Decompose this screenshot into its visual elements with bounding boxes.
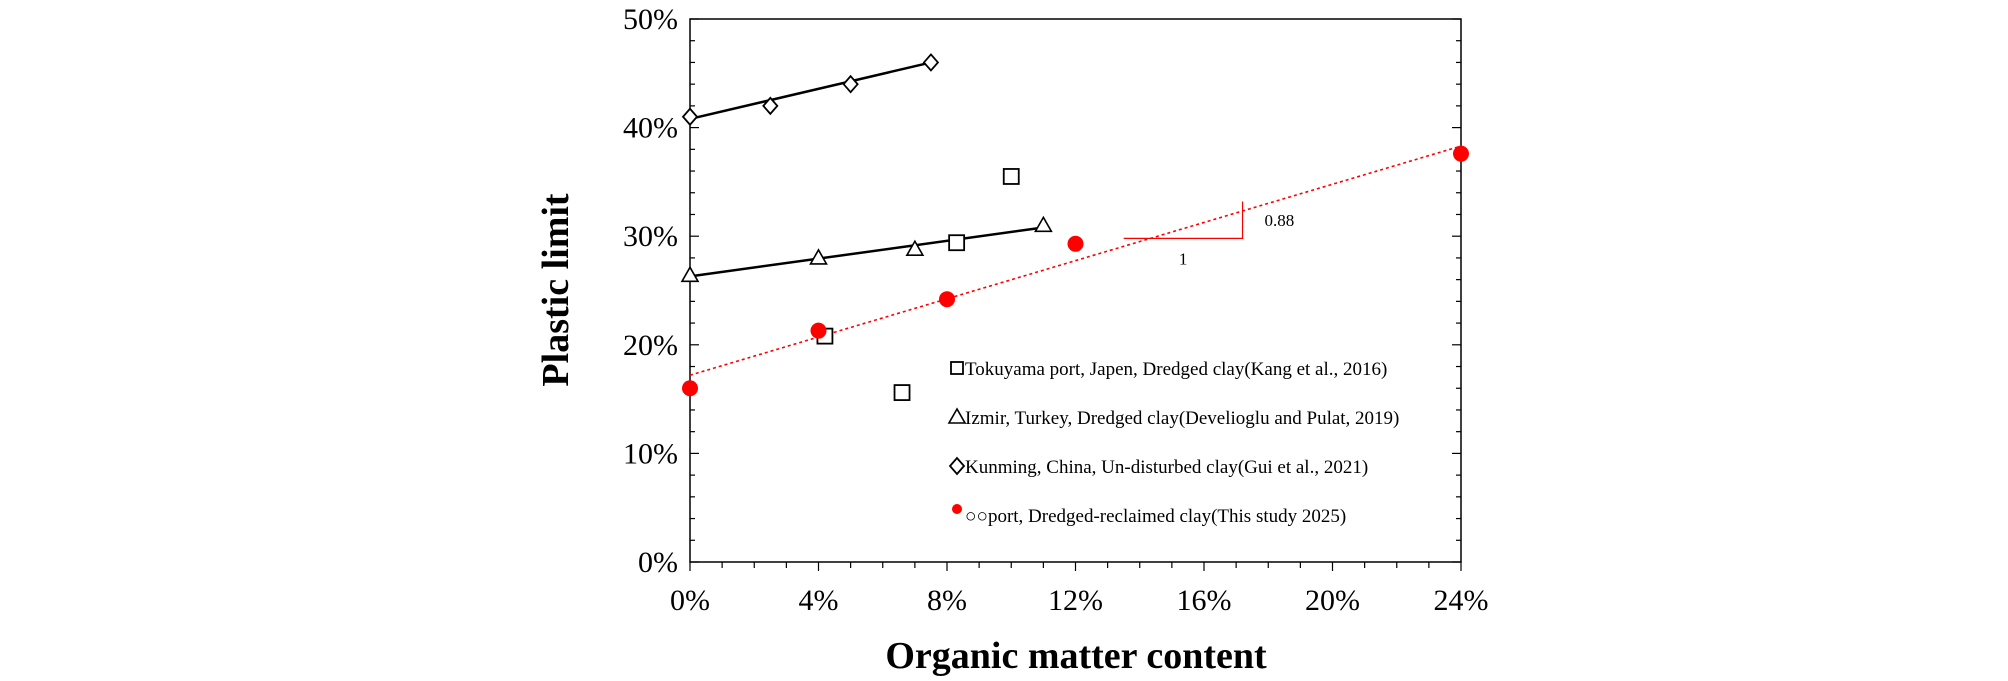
- data-point-series-3: [810, 322, 827, 339]
- data-point-series-3: [939, 291, 955, 308]
- legend: Tokuyama port, Japen, Dredged clay(Kang …: [947, 359, 1399, 527]
- data-point-series-1: [809, 248, 828, 265]
- data-point-series-3: [1067, 235, 1084, 252]
- x-axis-ticks: [689, 562, 1462, 571]
- data-point-series-3: [682, 380, 698, 397]
- data-point-series-0: [1002, 168, 1020, 185]
- slope-triangle: [1123, 201, 1244, 239]
- data-point-series-1: [1033, 215, 1053, 233]
- y-tick-label: 40%: [623, 112, 678, 145]
- data-point-series-2: [681, 107, 699, 127]
- y-axis-ticks: [690, 18, 1461, 563]
- legend-item: Kunming, China, Un-disturbed clay(Gui et…: [948, 456, 1368, 478]
- trendline-2: [689, 61, 932, 121]
- y-tick-label: 10%: [623, 437, 678, 470]
- x-tick-label: 24%: [1434, 584, 1489, 617]
- x-axis-tick-labels: 0% 4% 8% 12% 16% 20% 24%: [670, 584, 1489, 617]
- legend-item: Tokuyama port, Japen, Dredged clay(Kang …: [950, 359, 1387, 380]
- y-axis-tick-labels: 0% 10% 20% 30% 40% 50%: [623, 3, 678, 579]
- legend-label: Tokuyama port, Japen, Dredged clay(Kang …: [965, 359, 1387, 380]
- y-tick-label: 0%: [638, 546, 678, 579]
- data-point-series-0: [948, 234, 966, 252]
- x-axis-title: Organic matter content: [885, 635, 1267, 677]
- legend-item: ○○port, Dredged-reclaimed clay(This stud…: [952, 504, 1346, 527]
- legend-label: ○○port, Dredged-reclaimed clay(This stud…: [965, 506, 1346, 527]
- data-point-series-3: [1453, 145, 1469, 162]
- data-markers: [680, 53, 1469, 401]
- legend-marker: [947, 407, 967, 424]
- y-tick-label: 30%: [623, 220, 678, 253]
- data-point-series-2: [762, 96, 779, 116]
- legend-label: Kunming, China, Un-disturbed clay(Gui et…: [965, 457, 1368, 478]
- x-tick-label: 16%: [1177, 584, 1232, 617]
- slope-annotation: 0.88 1: [1123, 201, 1295, 268]
- legend-item: Izmir, Turkey, Dredged clay(Develioglu a…: [947, 407, 1399, 429]
- x-tick-label: 8%: [927, 584, 967, 617]
- data-point-series-1: [905, 239, 925, 257]
- data-point-series-2: [842, 74, 859, 94]
- slope-run-label: 1: [1179, 249, 1188, 268]
- y-tick-label: 20%: [623, 329, 678, 362]
- data-point-series-1: [680, 265, 700, 283]
- trendlines: [689, 61, 1462, 376]
- x-tick-label: 20%: [1305, 584, 1360, 617]
- x-tick-label: 12%: [1048, 584, 1103, 617]
- legend-label: Izmir, Turkey, Dredged clay(Develioglu a…: [965, 408, 1399, 429]
- legend-marker: [948, 456, 966, 476]
- x-tick-label: 4%: [799, 584, 839, 617]
- legend-marker: [952, 504, 962, 514]
- trendline-1: [689, 226, 1044, 278]
- slope-rise-label: 0.88: [1265, 211, 1295, 230]
- plot-frame: [689, 18, 1462, 563]
- y-axis-title: Plastic limit: [535, 193, 577, 386]
- data-point-series-0: [893, 384, 911, 401]
- x-tick-label: 0%: [670, 584, 710, 617]
- legend-marker: [950, 361, 964, 375]
- data-point-series-2: [922, 53, 940, 72]
- y-tick-label: 50%: [623, 3, 678, 36]
